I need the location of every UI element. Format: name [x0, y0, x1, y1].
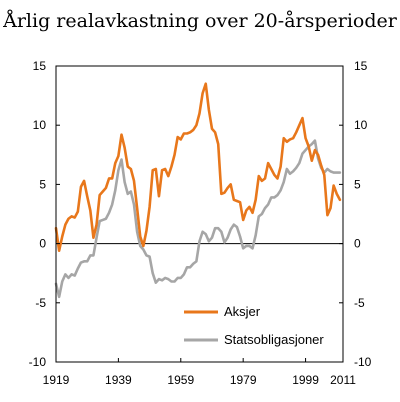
x-tick-label: 1939: [105, 373, 132, 387]
series-line-statsobligasjoner: [54, 139, 342, 299]
y-tick-label-right: -10: [354, 355, 372, 369]
y-tick-label-right: -5: [354, 296, 365, 310]
chart-title: Årlig realavkastning over 20-årsperioder: [3, 10, 397, 32]
y-tick-label-left: 10: [33, 118, 47, 132]
y-tick-label-left: 15: [33, 59, 47, 73]
y-tick-label-left: -10: [29, 355, 47, 369]
y-tick-label-right: 10: [354, 118, 368, 132]
y-tick-label-right: 15: [354, 59, 368, 73]
y-tick-label-left: 5: [39, 177, 46, 191]
x-tick-label: 2011: [330, 373, 356, 387]
legend-label: Statsobligasjoner: [224, 332, 324, 347]
x-tick-label: 1999: [292, 373, 319, 387]
x-tick-label: 1979: [230, 373, 257, 387]
series-line-aksjer: [54, 82, 342, 252]
x-tick-label: 1959: [167, 373, 194, 387]
y-tick-label-right: 5: [354, 177, 361, 191]
y-tick-label-left: -5: [35, 296, 46, 310]
legend-label: Aksjer: [224, 304, 261, 319]
y-tick-label-right: 0: [354, 237, 361, 251]
plot-frame: [55, 65, 344, 363]
y-tick-label-left: 0: [39, 237, 46, 251]
x-tick-label: 1919: [43, 373, 70, 387]
